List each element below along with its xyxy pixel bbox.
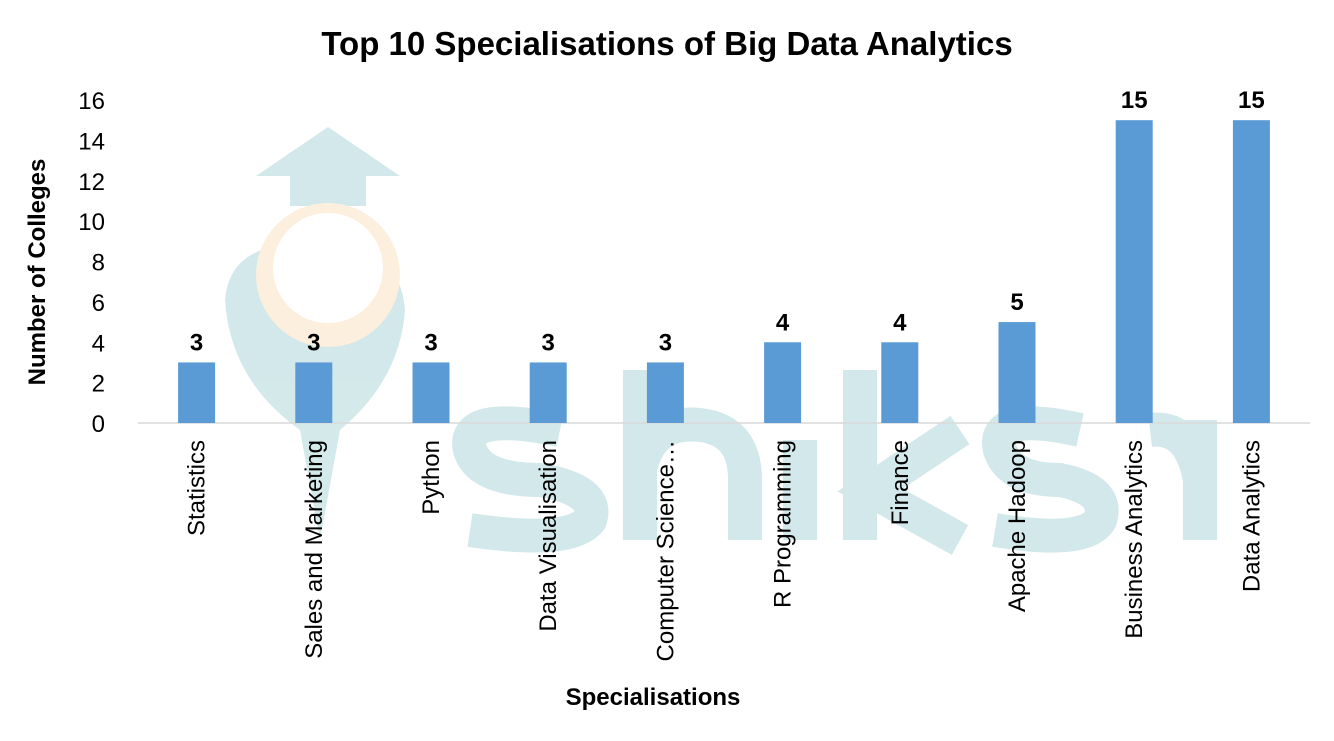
y-tick-label: 8 [92, 250, 105, 277]
y-axis-title: Number of Colleges [24, 159, 51, 386]
y-tick-label: 2 [92, 371, 105, 398]
x-axis-labels: Statistics Sales and Marketing Python Data … [184, 440, 1266, 661]
bar [1232, 120, 1270, 423]
watermark-cap-icon [256, 127, 400, 176]
y-tick-label: 6 [92, 290, 105, 317]
data-label: 15 [1121, 87, 1148, 114]
x-tick-label: Apache Hadoop [1004, 440, 1031, 612]
x-tick-label: Data Visualisation [535, 440, 562, 632]
data-label: 3 [424, 329, 437, 356]
y-tick-label: 4 [92, 330, 105, 357]
y-tick-label: 16 [78, 88, 105, 115]
x-tick-label: Computer Science… [652, 440, 679, 661]
data-label: 3 [659, 329, 672, 356]
x-tick-label: Data Analytics [1238, 440, 1265, 592]
data-label: 4 [776, 309, 790, 336]
watermark-logo [225, 127, 1217, 555]
data-label: 15 [1238, 87, 1265, 114]
data-label: 5 [1010, 289, 1023, 316]
data-label: 3 [190, 329, 203, 356]
y-tick-label: 14 [78, 128, 105, 155]
y-tick-label: 10 [78, 209, 105, 236]
x-tick-label: Finance [887, 440, 914, 525]
data-label: 4 [893, 309, 907, 336]
x-tick-label: Business Analytics [1121, 440, 1148, 639]
bar [529, 362, 567, 423]
y-tick-label: 12 [78, 169, 105, 196]
data-label: 3 [307, 329, 320, 356]
y-axis: 0 2 4 6 8 10 12 14 16 [78, 88, 105, 438]
x-tick-label: R Programming [770, 440, 797, 608]
chart-title: Top 10 Specialisations of Big Data Analy… [321, 25, 1012, 62]
x-tick-label: Sales and Marketing [301, 440, 328, 659]
data-label: 3 [542, 329, 555, 356]
bar [412, 362, 450, 423]
x-tick-label: Statistics [184, 440, 211, 536]
y-tick-label: 0 [92, 411, 105, 438]
bar [1115, 120, 1153, 423]
bar [295, 362, 333, 423]
bar [646, 362, 684, 423]
bar [764, 342, 802, 423]
watermark-lettering [452, 370, 1217, 555]
bar [881, 342, 919, 423]
bar [178, 362, 216, 423]
bars: 3 3 3 3 3 4 4 5 15 15 [178, 87, 1270, 423]
x-tick-label: Python [418, 440, 445, 515]
x-axis-title: Specialisations [566, 684, 741, 711]
bar [998, 322, 1036, 423]
